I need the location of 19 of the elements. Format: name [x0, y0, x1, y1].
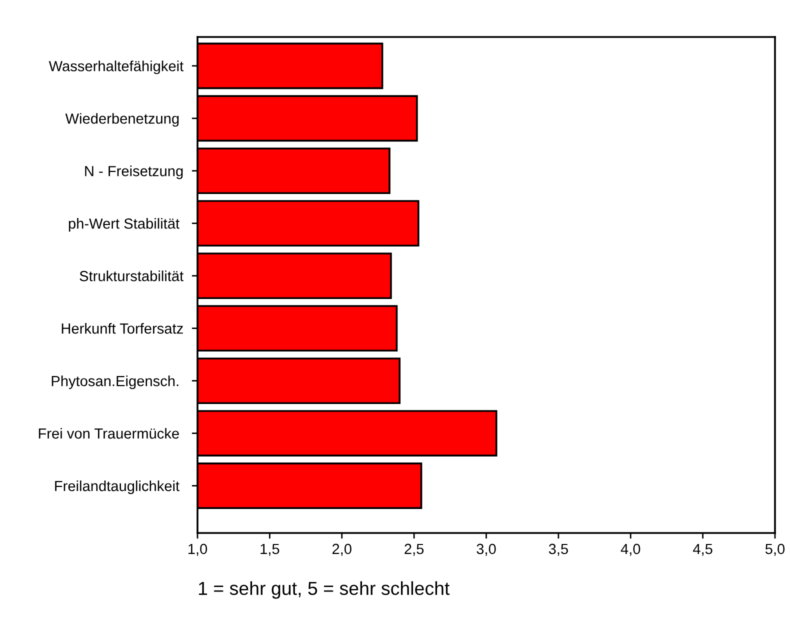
y-tick-label: Freilandtauglichkeit — [55, 480, 180, 494]
y-tick-label: Phytosan.Eigensch. — [52, 376, 178, 390]
y-tick-label: Wasserhaltefähigkeit — [48, 60, 184, 74]
y-tick-label: Herkunft Torfersatz — [62, 323, 183, 334]
x-tick-label: 2,0 — [332, 544, 352, 556]
x-tick-label: 2,5 — [404, 544, 424, 556]
x-tick-label: 1,0 — [188, 544, 208, 556]
x-tick-label: 4,5 — [693, 544, 712, 556]
y-tick-label: N - Freisetzung — [85, 166, 183, 180]
x-tick-label: 4,0 — [620, 544, 640, 556]
y-tick-label: Strukturstabilität — [80, 270, 184, 282]
text: 1 = sehr gut, 5 = sehr schlecht — [198, 581, 450, 599]
y-tick-label: ph-Wert Stabilität — [68, 218, 180, 232]
x-tick-label: 5,0 — [765, 544, 785, 556]
x-tick-label: 3,0 — [476, 544, 496, 556]
x-tick-label: 3,5 — [548, 544, 568, 556]
y-tick-label: Wiederbenetzung — [65, 113, 179, 127]
y-tick-label: Frei von Trauermücke — [38, 428, 179, 439]
x-tick-label: 1,5 — [260, 544, 280, 556]
